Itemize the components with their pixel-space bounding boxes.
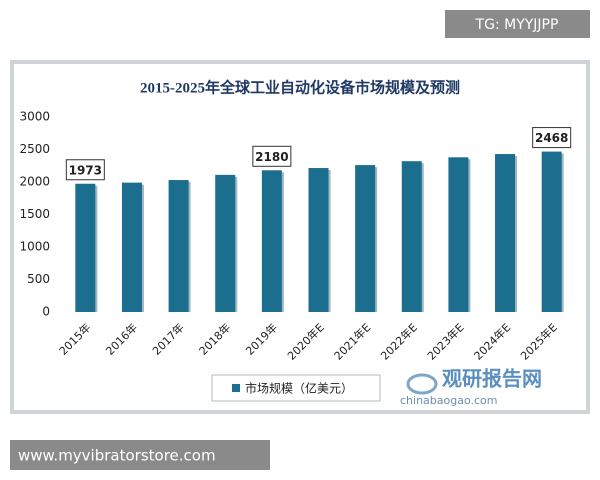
- watermark-text: TG: MYYJJPP: [475, 17, 559, 33]
- watermark-text: www.myvibratorstore.com: [18, 447, 216, 465]
- bar: [541, 151, 562, 312]
- legend-label: 市场规模（亿美元）: [245, 381, 353, 396]
- chart-title: 2015-2025年全球工业自动化设备市场规模及预测: [140, 78, 460, 96]
- data-label: 1973: [69, 163, 102, 177]
- watermark-box: [10, 440, 270, 470]
- data-label-box: [65, 159, 105, 181]
- data-label: 2468: [535, 131, 568, 145]
- y-tick-label: 2500: [19, 142, 50, 156]
- bar: [75, 183, 96, 312]
- bar: [261, 170, 282, 312]
- y-tick-label: 2000: [19, 175, 50, 189]
- data-label-box: [532, 127, 572, 149]
- legend-swatch: [232, 384, 240, 392]
- bar: [308, 168, 329, 312]
- logo-text: 观研报告网: [442, 367, 542, 391]
- bar: [495, 154, 516, 312]
- y-tick-label: 500: [27, 272, 50, 286]
- bar: [121, 182, 142, 312]
- chart-panel: [10, 60, 590, 414]
- watermark-box: [445, 10, 590, 38]
- bar: [168, 180, 189, 312]
- y-tick-label: 1000: [19, 240, 50, 254]
- y-tick-label: 0: [42, 305, 50, 319]
- bar: [355, 165, 376, 312]
- bar: [448, 157, 469, 312]
- logo-icon: [406, 373, 438, 395]
- data-label: 2180: [255, 150, 288, 164]
- data-label-box: [252, 145, 292, 167]
- y-tick-label: 1500: [19, 207, 50, 221]
- bar: [215, 174, 236, 312]
- y-tick-label: 3000: [19, 110, 50, 124]
- bar: [401, 161, 422, 312]
- logo-url: chinabaogao.com: [400, 394, 498, 407]
